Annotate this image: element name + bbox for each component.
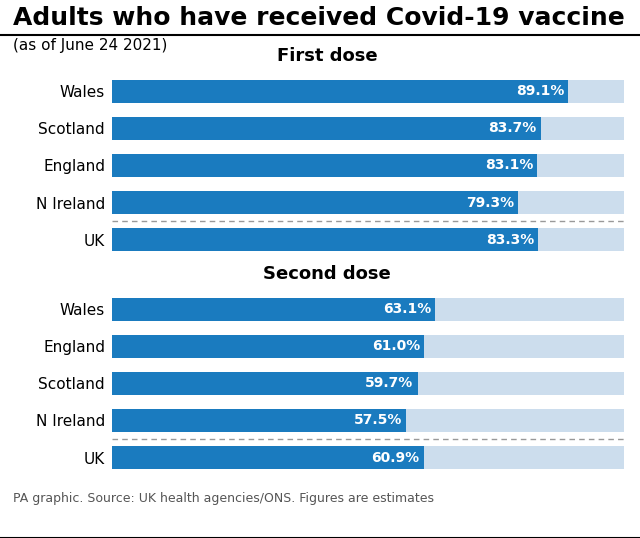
Text: (as of June 24 2021): (as of June 24 2021) [13, 38, 167, 53]
Bar [112, 228, 624, 251]
Bar [112, 298, 435, 321]
Text: 63.1%: 63.1% [383, 302, 431, 316]
Text: 89.1%: 89.1% [516, 84, 564, 98]
Bar [112, 446, 424, 469]
Bar [112, 191, 518, 214]
Bar [112, 409, 406, 432]
Bar [112, 298, 624, 321]
Text: 83.3%: 83.3% [486, 232, 534, 247]
Bar [112, 228, 538, 251]
Bar [112, 154, 538, 177]
Bar [112, 80, 624, 103]
Text: Adults who have received Covid-19 vaccine: Adults who have received Covid-19 vaccin… [13, 6, 625, 30]
Text: 61.0%: 61.0% [372, 339, 420, 353]
Text: 83.7%: 83.7% [488, 121, 536, 136]
Bar [112, 117, 624, 140]
Text: PA graphic. Source: UK health agencies/ONS. Figures are estimates: PA graphic. Source: UK health agencies/O… [13, 492, 434, 505]
Text: Second dose: Second dose [263, 265, 391, 283]
Bar [112, 191, 624, 214]
Text: First dose: First dose [276, 47, 378, 65]
Bar [112, 117, 541, 140]
Bar [112, 372, 418, 395]
Text: 79.3%: 79.3% [466, 195, 514, 210]
Text: 83.1%: 83.1% [485, 158, 533, 173]
Bar [112, 372, 624, 395]
Bar [112, 446, 624, 469]
Bar [112, 80, 568, 103]
Text: 57.5%: 57.5% [354, 413, 403, 428]
Bar [112, 154, 624, 177]
Bar [112, 409, 624, 432]
Text: 59.7%: 59.7% [365, 376, 413, 391]
Bar [112, 335, 624, 358]
Bar [112, 335, 424, 358]
Text: 60.9%: 60.9% [372, 450, 420, 465]
